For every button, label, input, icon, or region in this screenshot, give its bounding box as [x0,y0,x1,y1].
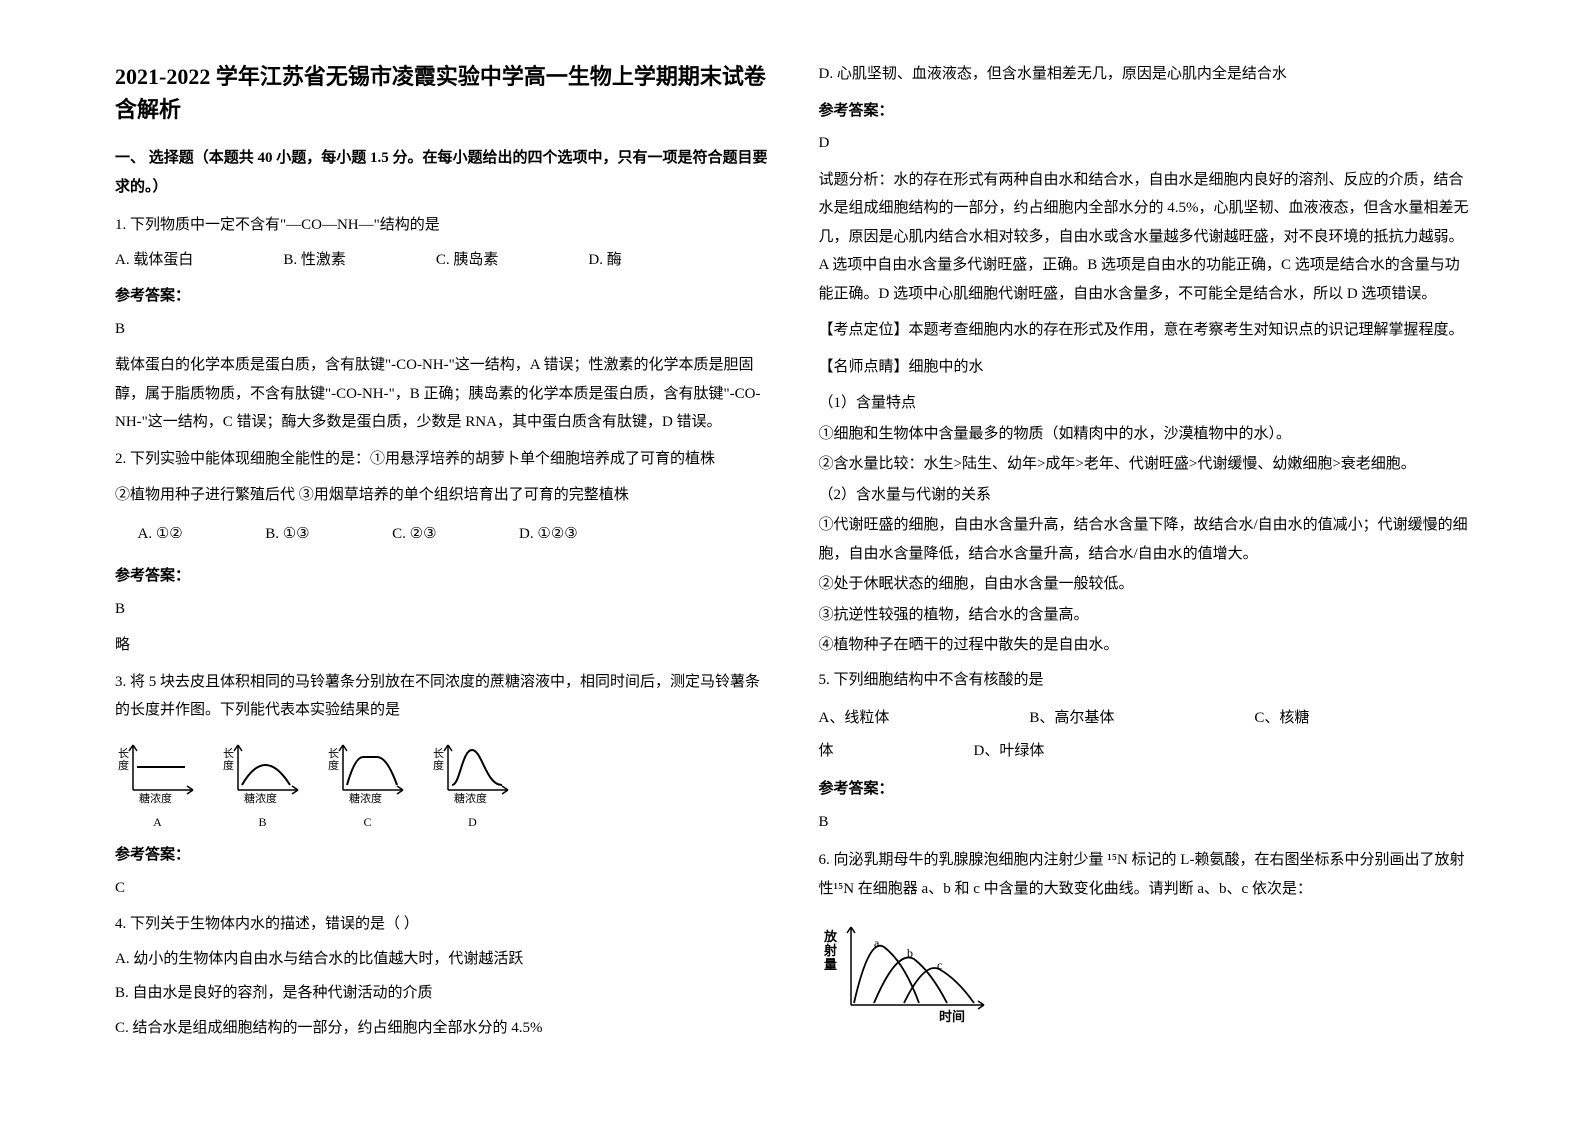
q4-stem: 4. 下列关于生物体内水的描述，错误的是（ ） [115,910,769,939]
q3-chart-b: 长 度 糖浓度 [220,735,305,805]
svg-text:糖浓度: 糖浓度 [349,791,382,805]
q3-chart-d: 长 度 糖浓度 [430,735,515,805]
q5-options-row2: 体 D、叶绿体 [819,737,1473,766]
q4-n2-3: ③抗逆性较强的植物，结合水的含量高。 [819,601,1473,630]
q2-option-d: D. ①②③ [497,520,578,549]
q5-answer: B [819,808,1473,837]
q4-n2-4: ④植物种子在晒干的过程中散失的是自由水。 [819,631,1473,660]
q4-n1-2: ②含水量比较：水生>陆生、幼年>成年>老年、代谢旺盛>代谢缓慢、幼嫩细胞>衰老细… [819,450,1473,479]
q3-chart-row: 长 度 糖浓度 长 度 糖浓度 长 度 [115,735,769,805]
q1-explanation: 载体蛋白的化学本质是蛋白质，含有肽键"-CO-NH-"这一结构，A 错误；性激素… [115,351,769,437]
q4-notes-title: 【名师点睛】细胞中的水 [819,353,1473,382]
q3-chart-labels: A B C D [115,811,769,834]
svg-text:长: 长 [223,747,234,760]
q5-answer-label: 参考答案： [819,775,1473,804]
section-1-header: 一、 选择题（本题共 40 小题，每小题 1.5 分。在每小题给出的四个选项中，… [115,144,769,201]
q4-option-d: D. 心肌坚韧、血液液态，但含水量相差无几，原因是心肌内全是结合水 [819,60,1473,89]
q4-answer-label: 参考答案： [819,97,1473,126]
q2-options: A. ①② B. ①③ C. ②③ D. ①②③ [115,520,769,549]
q3-answer: C [115,874,769,903]
q4-option-c: C. 结合水是组成细胞结构的一部分，约占细胞内全部水分的 4.5% [115,1014,769,1043]
svg-text:射: 射 [823,943,837,958]
q1-option-c: C. 胰岛素 [436,246,499,275]
q4-n2-1: ①代谢旺盛的细胞，自由水含量升高，结合水含量下降，故结合水/自由水的值减小；代谢… [819,511,1473,568]
svg-text:度: 度 [118,758,129,772]
q2-note: 略 [115,631,769,660]
q4-n2-2: ②处于休眠状态的细胞，自由水含量一般较低。 [819,570,1473,599]
chart-label-d: D [430,811,515,834]
svg-text:度: 度 [328,758,339,772]
q3-answer-label: 参考答案： [115,841,769,870]
q5-opt-d: D、叶绿体 [974,737,1045,766]
q1-option-b: B. 性激素 [283,246,346,275]
q4-n1-t: （1）含量特点 [819,389,1473,418]
svg-text:糖浓度: 糖浓度 [244,791,277,805]
label-c: c [937,958,942,972]
q4-point: 【考点定位】本题考查细胞内水的存在形式及作用，意在考察考生对知识点的识记理解掌握… [819,316,1473,345]
q1-answer: B [115,315,769,344]
q4-n2-t: （2）含水量与代谢的关系 [819,481,1473,510]
q1-options: A. 载体蛋白 B. 性激素 C. 胰岛素 D. 酶 [115,246,769,275]
q1-stem: 1. 下列物质中一定不含有"—CO—NH—"结构的是 [115,211,769,240]
q5-stem: 5. 下列细胞结构中不含有核酸的是 [819,666,1473,695]
q3-chart-a: 长 度 糖浓度 [115,735,200,805]
chart-label-c: C [325,811,410,834]
ylabel-1: 放 [823,929,838,944]
q5-opt-a: A、线粒体 [819,704,890,733]
q4-option-a: A. 幼小的生物体内自由水与结合水的比值越大时，代谢越活跃 [115,945,769,974]
q1-option-a: A. 载体蛋白 [115,246,193,275]
q2-option-b: B. ①③ [243,520,310,549]
svg-text:度: 度 [223,758,234,772]
q5-opt-c: C、核糖 [1254,704,1309,733]
q4-option-b: B. 自由水是良好的容剂，是各种代谢活动的介质 [115,979,769,1008]
svg-text:糖浓度: 糖浓度 [454,791,487,805]
xlabel: 时间 [939,1009,965,1024]
q2-option-a: A. ①② [115,520,183,549]
left-column: 2021-2022 学年江苏省无锡市凌霞实验中学高一生物上学期期末试卷含解析 一… [90,60,794,1082]
q6-stem: 6. 向泌乳期母牛的乳腺腺泡细胞内注射少量 ¹⁵N 标记的 L-赖氨酸，在右图坐… [819,846,1473,903]
svg-text:长: 长 [328,747,339,760]
q6-graph: a b c 放 射 量 时间 [819,917,999,1027]
label-a: a [874,936,880,950]
exam-title: 2021-2022 学年江苏省无锡市凌霞实验中学高一生物上学期期末试卷含解析 [115,60,769,126]
q2-option-c: C. ②③ [370,520,437,549]
q3-stem: 3. 将 5 块去皮且体积相同的马铃薯条分别放在不同浓度的蔗糖溶液中，相同时间后… [115,668,769,725]
svg-text:长: 长 [433,747,444,760]
chart-label-b: B [220,811,305,834]
q5-opt-b: B、高尔基体 [1029,704,1114,733]
q3-chart-c: 长 度 糖浓度 [325,735,410,805]
q2-answer-label: 参考答案： [115,562,769,591]
q4-answer: D [819,129,1473,158]
q5-row2-a: 体 [819,737,834,766]
right-column: D. 心肌坚韧、血液液态，但含水量相差无几，原因是心肌内全是结合水 参考答案： … [794,60,1498,1082]
q2-stem2: ②植物用种子进行繁殖后代 ③用烟草培养的单个组织培育出了可育的完整植株 [115,481,769,510]
q1-option-d: D. 酶 [588,246,621,275]
svg-text:量: 量 [824,957,837,972]
q4-n1-1: ①细胞和生物体中含量最多的物质（如精肉中的水，沙漠植物中的水）。 [819,420,1473,449]
ylabel-a: 长 [118,747,129,760]
q5-options-row1: A、线粒体 B、高尔基体 C、核糖 [819,704,1473,733]
q4-explanation: 试题分析：水的存在形式有两种自由水和结合水，自由水是细胞内良好的溶剂、反应的介质… [819,166,1473,309]
q2-answer: B [115,595,769,624]
q2-stem: 2. 下列实验中能体现细胞全能性的是：①用悬浮培养的胡萝卜单个细胞培养成了可育的… [115,445,769,474]
q4-notes: （1）含量特点 ①细胞和生物体中含量最多的物质（如精肉中的水，沙漠植物中的水）。… [819,389,1473,660]
chart-label-a: A [115,811,200,834]
label-b: b [907,946,913,960]
svg-text:度: 度 [433,758,444,772]
q1-answer-label: 参考答案： [115,282,769,311]
xlabel-a: 糖浓度 [139,791,172,805]
